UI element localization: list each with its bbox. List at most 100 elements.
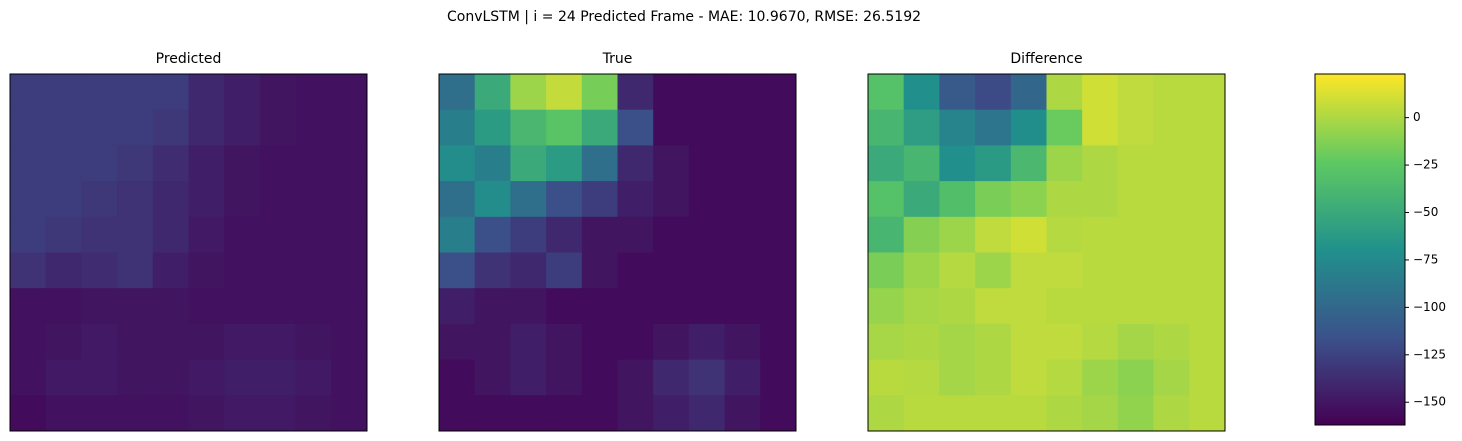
heatmap-cell	[1189, 109, 1226, 146]
heatmap-cell	[117, 288, 154, 325]
heatmap-cell	[1046, 74, 1083, 111]
heatmap-cell	[939, 216, 976, 253]
heatmap-cell	[1046, 252, 1083, 289]
heatmap-cell	[975, 323, 1012, 361]
heatmap-cell	[868, 74, 905, 111]
heatmap-cell	[653, 359, 690, 396]
heatmap-cell	[1153, 288, 1190, 325]
heatmap-cell	[117, 181, 154, 218]
heatmap-cell	[259, 181, 297, 218]
heatmap-cell	[439, 74, 476, 111]
colorbar-tick-label: −125	[1413, 347, 1446, 361]
heatmap-cell	[724, 181, 761, 218]
heatmap-cell	[1189, 74, 1226, 111]
heatmap-cell	[224, 395, 261, 432]
heatmap-cell	[939, 109, 976, 146]
heatmap-cell	[903, 109, 940, 146]
heatmap-cell	[224, 181, 261, 218]
heatmap-cell	[45, 323, 82, 361]
heatmap-cell	[1046, 181, 1083, 218]
heatmap-cell	[617, 216, 654, 253]
heatmap-cell	[224, 252, 261, 289]
heatmap-cell	[1046, 395, 1083, 432]
heatmap-cell	[10, 216, 47, 253]
heatmap-cell	[81, 216, 118, 253]
heatmap-cell	[724, 359, 761, 396]
heatmap-cell	[868, 181, 905, 218]
heatmap-cell	[975, 216, 1012, 253]
heatmap-cell	[510, 395, 547, 432]
heatmap-cell	[1189, 288, 1226, 325]
heatmap-cell	[45, 288, 82, 325]
heatmap-cell	[581, 395, 618, 432]
heatmap-cell	[331, 216, 368, 253]
heatmap-cell	[617, 359, 654, 396]
heatmap-cell	[724, 109, 761, 146]
heatmap-cell	[474, 74, 511, 111]
heatmap-cell	[939, 359, 976, 396]
heatmap-cell	[581, 359, 618, 396]
heatmap-cell	[439, 323, 476, 361]
heatmap-cell	[975, 74, 1012, 111]
colorbar-tick-label: −25	[1413, 158, 1438, 172]
heatmap-cell	[45, 359, 82, 396]
heatmap-cell	[1082, 252, 1119, 289]
heatmap-cell	[1117, 359, 1155, 396]
heatmap-cell	[331, 395, 368, 432]
axes-frame	[867, 73, 1226, 432]
colorbar	[1314, 73, 1406, 426]
heatmap-cell	[546, 181, 583, 218]
heatmap-cell	[295, 323, 332, 361]
heatmap-cell	[1153, 395, 1190, 432]
heatmap-cell	[653, 181, 690, 218]
heatmap-cell	[10, 395, 47, 432]
heatmap-cell	[10, 74, 47, 111]
heatmap-cell	[331, 323, 368, 361]
heatmap-cell	[1117, 145, 1155, 182]
heatmap-cell	[224, 109, 261, 146]
heatmap-cell	[510, 145, 547, 182]
colorbar-tick-label: 0	[1413, 110, 1421, 124]
heatmap-cell	[1010, 288, 1047, 325]
heatmap-cell	[760, 359, 797, 396]
heatmap-cell	[510, 288, 547, 325]
heatmap-cell	[653, 145, 690, 182]
heatmap-cell	[188, 252, 225, 289]
heatmap-cell	[1082, 145, 1119, 182]
heatmap-cell	[331, 252, 368, 289]
heatmap-cell	[81, 109, 118, 146]
heatmap-cell	[1117, 288, 1155, 325]
heatmap-cell	[188, 216, 225, 253]
heatmap-cell	[868, 109, 905, 146]
heatmap-cell	[1117, 323, 1155, 361]
heatmap-cell	[581, 145, 618, 182]
heatmap-cell	[188, 288, 225, 325]
heatmap-cell	[117, 74, 154, 111]
heatmap-cell	[81, 359, 118, 396]
heatmap-cell	[474, 288, 511, 325]
heatmap-cell	[581, 74, 618, 111]
heatmap-cell	[653, 323, 690, 361]
heatmap-cell	[939, 252, 976, 289]
heatmap-cell	[331, 288, 368, 325]
heatmap-cell	[1010, 216, 1047, 253]
heatmap-cell	[617, 288, 654, 325]
heatmap-cell	[1153, 109, 1190, 146]
heatmap-cell	[295, 181, 332, 218]
heatmap-cell	[581, 288, 618, 325]
axes-frame	[438, 73, 797, 432]
heatmap-cell	[81, 145, 118, 182]
heatmap-cell	[688, 145, 726, 182]
heatmap-cell	[653, 109, 690, 146]
heatmap-cell	[546, 288, 583, 325]
heatmap-cell	[653, 288, 690, 325]
heatmap-cell	[439, 216, 476, 253]
heatmap-cell	[152, 216, 189, 253]
heatmap-cell	[546, 252, 583, 289]
heatmap-cell	[188, 323, 225, 361]
heatmap-cell	[760, 181, 797, 218]
heatmap-cell	[510, 216, 547, 253]
heatmap-cell	[546, 109, 583, 146]
heatmap-cell	[224, 359, 261, 396]
heatmap-cell	[259, 288, 297, 325]
